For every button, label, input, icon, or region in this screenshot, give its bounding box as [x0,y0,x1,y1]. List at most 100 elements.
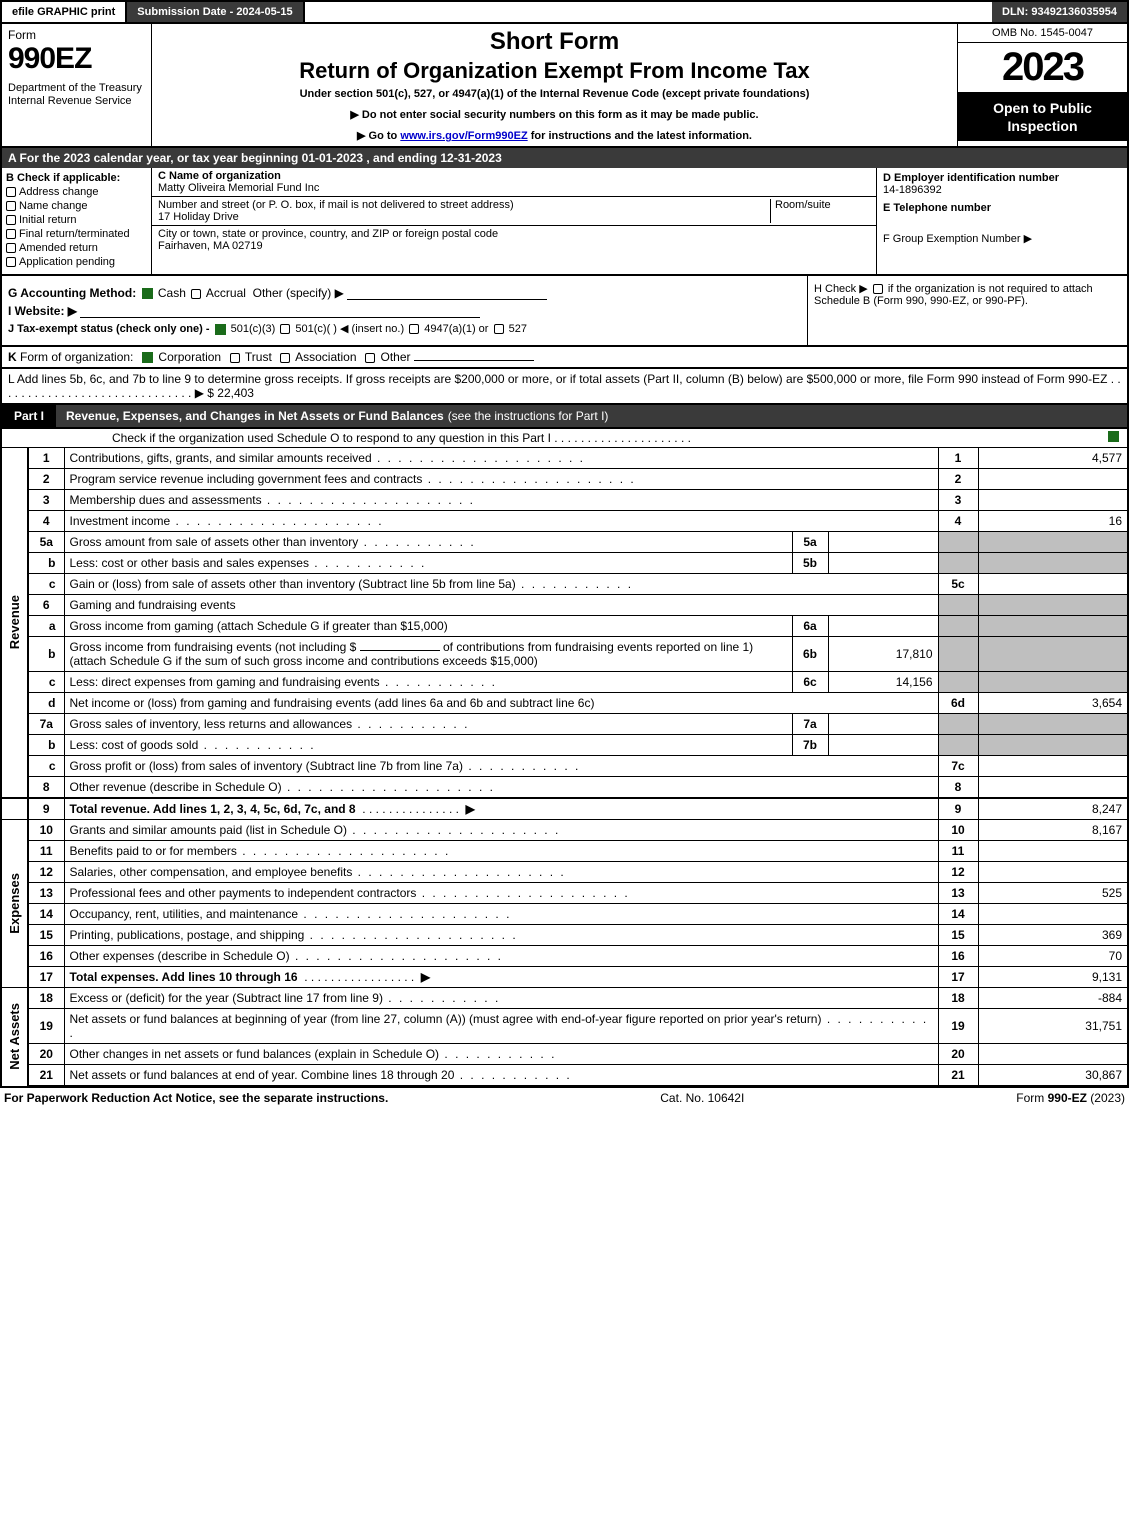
l2-d: Program service revenue including govern… [64,469,938,490]
group-exempt-lbl: F Group Exemption Number ▶ [883,232,1121,245]
l5a-shade1 [938,532,978,553]
l6a-shade1 [938,616,978,637]
l9-d: Total revenue. Add lines 1, 2, 3, 4, 5c,… [64,798,938,820]
l5c-d: Gain or (loss) from sale of assets other… [64,574,938,595]
chk-name[interactable]: Name change [6,200,147,212]
irs-link[interactable]: www.irs.gov/Form990EZ [400,130,527,142]
l17-n: 17 [28,967,64,988]
l17-d: Total expenses. Add lines 10 through 16 … [64,967,938,988]
chk-assoc[interactable] [280,353,290,363]
l5b-shade1 [938,553,978,574]
part-label: Part I [2,405,56,427]
dln: DLN: 93492136035954 [992,2,1127,22]
l6b-n: b [28,637,64,672]
chk-amended[interactable]: Amended return [6,242,147,254]
l4-d: Investment income [64,511,938,532]
l7b-shade2 [978,735,1128,756]
l5b-d: Less: cost or other basis and sales expe… [64,553,792,574]
chk-trust[interactable] [230,353,240,363]
l5a-n: 5a [28,532,64,553]
l5a-d: Gross amount from sale of assets other t… [64,532,792,553]
l5b-mn: 5b [792,553,828,574]
l8-cn: 8 [938,777,978,799]
l11-n: 11 [28,841,64,862]
l14-v [978,904,1128,925]
l6-n: 6 [28,595,64,616]
side-rev-end [1,798,28,820]
l4-n: 4 [28,511,64,532]
l5a-shade2 [978,532,1128,553]
l12-d: Salaries, other compensation, and employ… [64,862,938,883]
c-name-row: C Name of organization Matty Oliveira Me… [152,168,876,197]
l4-v: 16 [978,511,1128,532]
l6-shade1 [938,595,978,616]
l10-n: 10 [28,820,64,841]
chk-h[interactable] [873,284,883,294]
part-i-bar: Part I Revenue, Expenses, and Changes in… [0,405,1129,429]
form-header: Form 990EZ Department of the Treasury In… [0,24,1129,148]
l5b-shade2 [978,553,1128,574]
l6c-mn: 6c [792,672,828,693]
form-number: 990EZ [8,42,145,76]
footer: For Paperwork Reduction Act Notice, see … [0,1087,1129,1108]
l7a-mn: 7a [792,714,828,735]
l7a-mv [828,714,938,735]
l12-v [978,862,1128,883]
chk-accrual[interactable] [191,289,201,299]
side-net: Net Assets [1,988,28,1087]
side-expenses: Expenses [1,820,28,988]
l13-v: 525 [978,883,1128,904]
chk-cash[interactable] [142,288,153,299]
chk-pending[interactable]: Application pending [6,256,147,268]
chk-other[interactable] [365,353,375,363]
l17-v: 9,131 [978,967,1128,988]
l5a-mv [828,532,938,553]
l11-cn: 11 [938,841,978,862]
l16-v: 70 [978,946,1128,967]
l19-n: 19 [28,1009,64,1044]
l6a-mn: 6a [792,616,828,637]
l4-cn: 4 [938,511,978,532]
chk-501c[interactable] [280,324,290,334]
efile-print-button[interactable]: efile GRAPHIC print [2,2,127,22]
part-check-line: Check if the organization used Schedule … [0,429,1129,448]
l6b-mn: 6b [792,637,828,672]
l7b-mn: 7b [792,735,828,756]
l6c-d: Less: direct expenses from gaming and fu… [64,672,792,693]
chk-corp[interactable] [142,352,153,363]
l5c-n: c [28,574,64,595]
chk-501c3[interactable] [215,324,226,335]
org-addr: 17 Holiday Drive [158,211,239,223]
chk-initial[interactable]: Initial return [6,214,147,226]
note-link-pre: ▶ Go to [357,130,400,142]
submission-date: Submission Date - 2024-05-15 [127,2,304,22]
l7b-mv [828,735,938,756]
line-i: I Website: ▶ [8,304,801,318]
bar-a: A For the 2023 calendar year, or tax yea… [0,148,1129,168]
note-ssn: ▶ Do not enter social security numbers o… [160,108,949,121]
l20-n: 20 [28,1044,64,1065]
open-public: Open to Public Inspection [958,93,1127,141]
l6a-d: Gross income from gaming (attach Schedul… [64,616,792,637]
l21-d: Net assets or fund balances at end of ye… [64,1065,938,1087]
l6c-shade2 [978,672,1128,693]
chk-part1-scho[interactable] [1108,431,1119,442]
chk-address[interactable]: Address change [6,186,147,198]
l20-v [978,1044,1128,1065]
l16-cn: 16 [938,946,978,967]
omb: OMB No. 1545-0047 [958,24,1127,43]
form-word: Form [8,28,145,42]
side-revenue: Revenue [1,448,28,798]
chk-4947[interactable] [409,324,419,334]
l5b-mv [828,553,938,574]
chk-527[interactable] [494,324,504,334]
l6b-mv: 17,810 [828,637,938,672]
l5b-n: b [28,553,64,574]
l1-d: Contributions, gifts, grants, and simila… [64,448,938,469]
l8-d: Other revenue (describe in Schedule O) [64,777,938,799]
l19-v: 31,751 [978,1009,1128,1044]
chk-final[interactable]: Final return/terminated [6,228,147,240]
l6d-cn: 6d [938,693,978,714]
l7a-n: 7a [28,714,64,735]
l3-v [978,490,1128,511]
